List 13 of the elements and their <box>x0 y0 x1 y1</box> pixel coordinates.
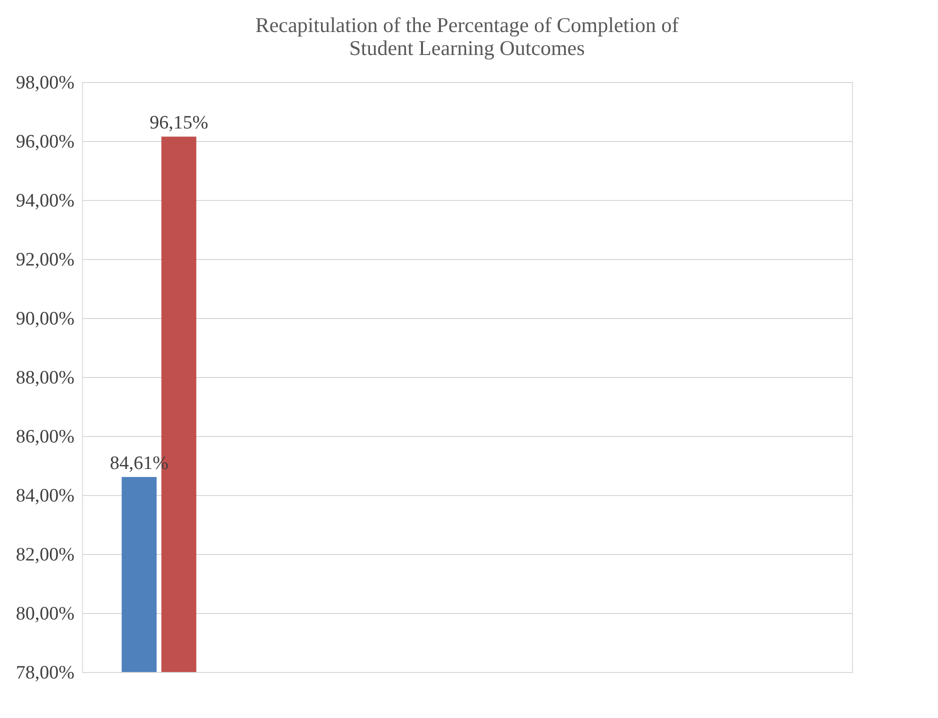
y-tick-label: 80,00% <box>16 604 75 624</box>
y-tick-label: 88,00% <box>16 368 75 388</box>
data-label: 96,15% <box>150 112 208 134</box>
y-tick-label: 92,00% <box>16 250 75 270</box>
y-tick-label: 94,00% <box>16 190 75 212</box>
y-tick-label: 86,00% <box>16 426 75 448</box>
y-tick-label: 82,00% <box>16 544 75 566</box>
y-tick-label: 78,00% <box>16 662 75 684</box>
y-tick-label: 90,00% <box>16 308 75 330</box>
y-tick-label: 98,00% <box>16 72 75 94</box>
y-tick-label: 96,00% <box>16 132 75 152</box>
chart-title: Recapitulation of the Percentage of Completion of Student Learning Outcomes <box>255 13 679 60</box>
y-tick-label: 84,00% <box>16 486 75 506</box>
